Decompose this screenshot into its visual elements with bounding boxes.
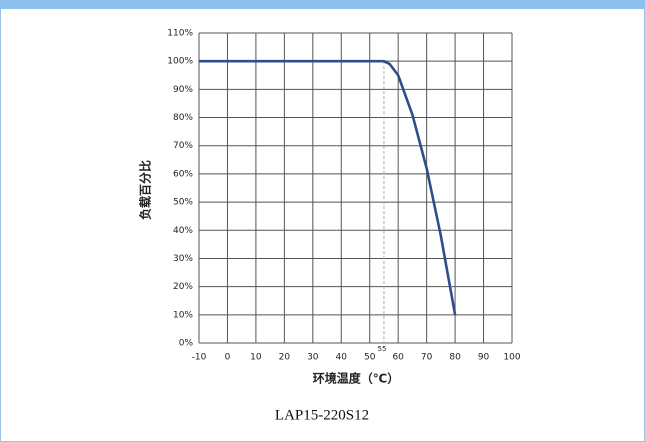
x-tick-label: 0 (225, 353, 231, 363)
y-tick-label: 40% (173, 226, 193, 236)
x-tick-label: 20 (279, 353, 291, 363)
x-tick-label: -10 (192, 353, 207, 363)
y-tick-label: 20% (173, 282, 193, 292)
x-tick-label: 90 (478, 353, 490, 363)
annotation: 55 (377, 345, 386, 353)
x-tick-label: 100 (503, 353, 520, 363)
y-tick-label: 90% (173, 85, 193, 95)
x-tick-label: 60 (392, 353, 404, 363)
y-tick-label: 10% (173, 310, 193, 320)
y-axis-title: 负载百分比 (138, 160, 153, 220)
y-tick-label: 30% (173, 254, 193, 264)
x-tick-label: 50 (364, 353, 376, 363)
x-tick-label: 70 (421, 353, 433, 363)
y-tick-label: 80% (173, 113, 193, 123)
data-line (199, 59, 457, 316)
y-tick-label: 100% (167, 57, 193, 67)
x-tick-label: 80 (449, 353, 461, 363)
y-tick-label: 70% (173, 141, 193, 151)
y-tick-label: 50% (173, 198, 193, 208)
x-tick-label: 10 (250, 353, 262, 363)
x-tick-label: 40 (336, 353, 348, 363)
y-tick-label: 60% (173, 169, 193, 179)
y-tick-label: 110% (167, 29, 193, 39)
header-bar (0, 0, 645, 9)
caption: LAP15-220S12 (275, 407, 369, 423)
x-tick-label: 30 (307, 353, 319, 363)
x-axis-title: 环境温度（℃） (313, 371, 400, 386)
y-tick-label: 0% (179, 339, 194, 349)
